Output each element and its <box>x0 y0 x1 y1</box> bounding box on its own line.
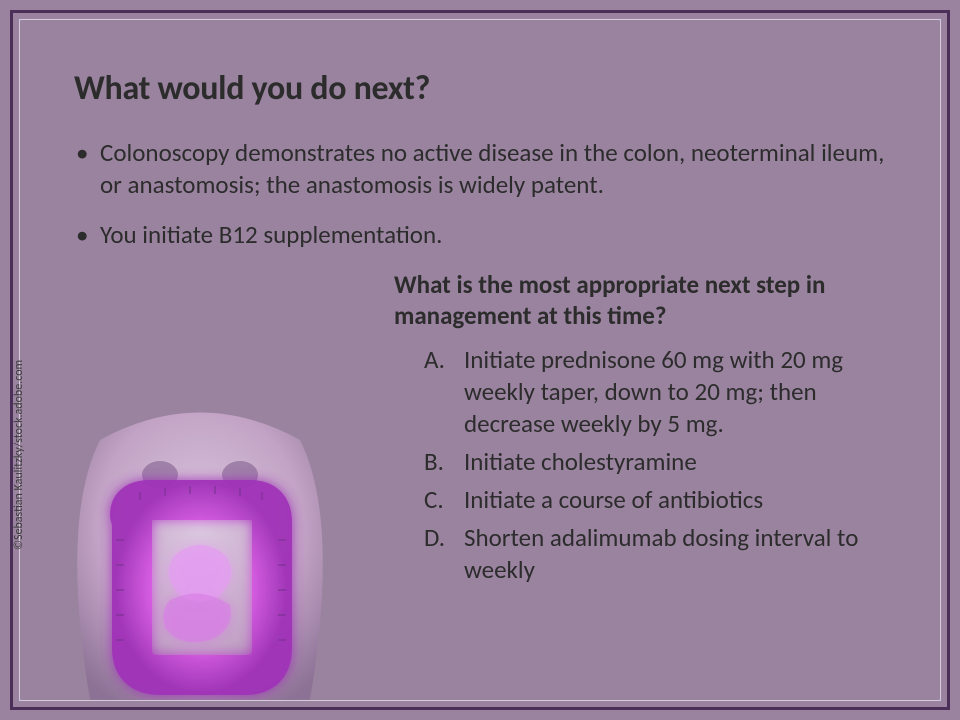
slide-title: What would you do next? <box>74 68 886 109</box>
option-text: Initiate prednisone 60 mg with 20 mg wee… <box>464 344 843 439</box>
bullet-item: Colonoscopy demonstrates no active disea… <box>74 137 886 201</box>
slide-inner-frame: What would you do next? Colonoscopy demo… <box>19 19 941 701</box>
option-letter: C. <box>424 484 456 516</box>
question-block: What is the most appropriate next step i… <box>394 269 886 586</box>
main-bullet-list: Colonoscopy demonstrates no active disea… <box>74 137 886 251</box>
slide-mid-frame: What would you do next? Colonoscopy demo… <box>10 10 950 710</box>
colon-illustration-icon <box>40 400 360 700</box>
answer-options-list: A. Initiate prednisone 60 mg with 20 mg … <box>424 344 886 586</box>
slide-outer-frame: What would you do next? Colonoscopy demo… <box>0 0 960 720</box>
answer-option: C. Initiate a course of antibiotics <box>424 484 886 516</box>
question-stem: What is the most appropriate next step i… <box>394 269 886 332</box>
answer-option: D. Shorten adalimumab dosing interval to… <box>424 522 886 586</box>
option-text: Shorten adalimumab dosing interval to we… <box>464 522 858 585</box>
image-credit: ©Sebastian Kaulitzky/stock.adobe.com <box>12 360 26 550</box>
answer-option: B. Initiate cholestyramine <box>424 446 886 478</box>
option-text: Initiate cholestyramine <box>464 446 697 477</box>
bullet-item: You initiate B12 supplementation. <box>74 219 886 251</box>
answer-option: A. Initiate prednisone 60 mg with 20 mg … <box>424 344 886 440</box>
option-letter: B. <box>424 446 456 478</box>
option-text: Initiate a course of antibiotics <box>464 484 763 515</box>
option-letter: A. <box>424 344 456 376</box>
option-letter: D. <box>424 522 456 554</box>
